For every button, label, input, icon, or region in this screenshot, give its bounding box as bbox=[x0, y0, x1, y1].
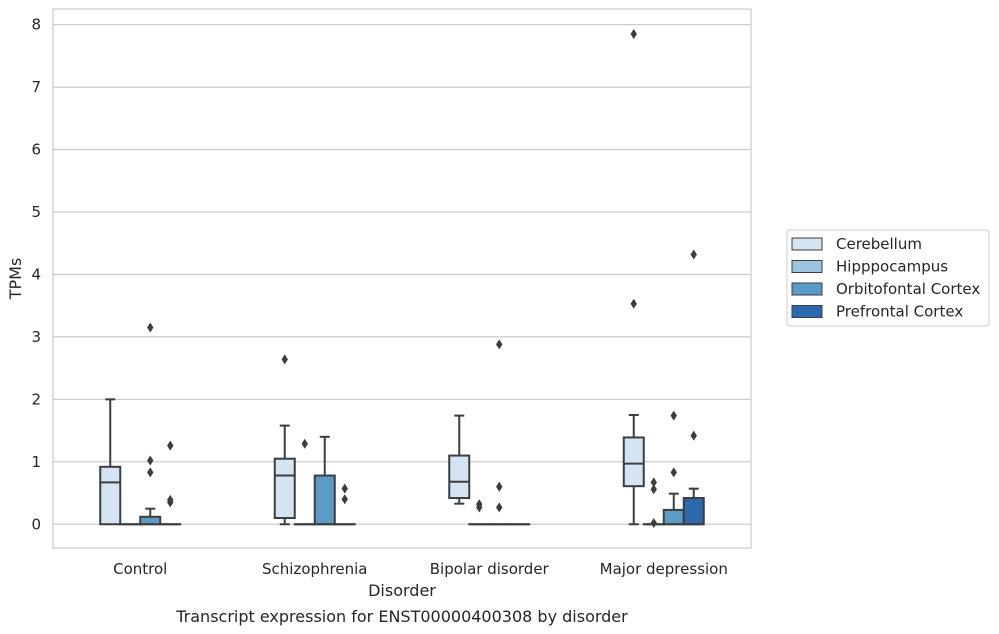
y-tick-label: 0 bbox=[31, 515, 41, 533]
outlier-point bbox=[496, 481, 503, 492]
legend-swatch bbox=[791, 260, 823, 273]
legend-swatch bbox=[791, 282, 823, 296]
y-tick-label: 7 bbox=[31, 78, 41, 96]
x-axis-title: Disorder bbox=[368, 581, 436, 600]
outlier-point bbox=[147, 455, 154, 466]
legend-label: Cerebellum bbox=[836, 235, 922, 253]
legend-item: Hipppocampus bbox=[791, 258, 948, 276]
box bbox=[159, 440, 182, 526]
box-iqr bbox=[662, 508, 685, 526]
outlier-point bbox=[690, 430, 697, 441]
x-tick-label: Schizophrenia bbox=[262, 560, 367, 578]
legend: Cerebellum Hipppocampus Orbitofontal Corte… bbox=[786, 229, 990, 327]
legend-swatch bbox=[791, 305, 823, 318]
outlier-point bbox=[167, 440, 174, 451]
outlier-point bbox=[341, 483, 348, 494]
box bbox=[99, 398, 122, 526]
box bbox=[682, 249, 705, 526]
outlier-point bbox=[496, 502, 503, 513]
box bbox=[313, 435, 336, 526]
y-axis-ticks: 0 1 2 3 4 5 6 7 8 bbox=[31, 16, 41, 534]
legend-frame bbox=[786, 229, 990, 327]
x-tick-label: Major depression bbox=[600, 560, 728, 578]
gridlines bbox=[53, 23, 751, 525]
box-iqr bbox=[682, 497, 705, 526]
outlier-point bbox=[650, 477, 657, 488]
y-tick-label: 5 bbox=[31, 203, 41, 221]
box bbox=[662, 410, 685, 526]
x-tick-label: Bipolar disorder bbox=[430, 560, 550, 578]
plot-frame bbox=[52, 8, 752, 549]
box bbox=[448, 414, 471, 505]
outlier-point bbox=[630, 28, 637, 39]
y-tick-label: 4 bbox=[31, 265, 41, 283]
outlier-point bbox=[341, 494, 348, 505]
outlier-point bbox=[670, 410, 677, 421]
outlier-point bbox=[147, 467, 154, 478]
box-iqr bbox=[313, 474, 336, 526]
box-iqr bbox=[622, 436, 645, 488]
outlier-point bbox=[690, 249, 697, 260]
outlier-point bbox=[670, 467, 677, 478]
box-iqr bbox=[273, 457, 296, 520]
y-axis-title: TPMs bbox=[6, 258, 25, 301]
box-iqr bbox=[448, 454, 471, 500]
box bbox=[333, 483, 356, 526]
series-cerebellum bbox=[99, 28, 645, 526]
y-tick-label: 6 bbox=[31, 141, 41, 159]
box bbox=[139, 322, 162, 526]
outlier-point bbox=[147, 322, 154, 333]
outlier-point bbox=[650, 484, 657, 495]
box-iqr bbox=[99, 465, 122, 526]
box bbox=[293, 438, 316, 526]
outlier-point bbox=[281, 354, 288, 365]
chart-caption: Transcript expression for ENST0000040030… bbox=[175, 607, 628, 626]
legend-label: Hipppocampus bbox=[836, 258, 948, 276]
outlier-point bbox=[301, 438, 308, 449]
outlier-point bbox=[650, 518, 657, 529]
box-series bbox=[99, 28, 705, 529]
box bbox=[488, 339, 511, 526]
legend-swatch bbox=[791, 237, 823, 251]
outlier-point bbox=[167, 494, 174, 505]
series-prefrontal-cortex bbox=[159, 249, 705, 526]
box bbox=[273, 354, 296, 526]
legend-item: Prefrontal Cortex bbox=[791, 303, 963, 321]
outlier-point bbox=[630, 298, 637, 309]
legend-label: Prefrontal Cortex bbox=[836, 303, 963, 321]
series-orbitofontal-cortex bbox=[139, 322, 685, 526]
box bbox=[468, 499, 491, 526]
y-tick-label: 8 bbox=[31, 16, 41, 34]
x-axis-ticks: Control Schizophrenia Bipolar disorder Majo… bbox=[113, 560, 728, 578]
outlier-point bbox=[496, 339, 503, 350]
box bbox=[642, 477, 665, 529]
y-tick-label: 2 bbox=[31, 390, 41, 408]
legend-item: Orbitofontal Cortex bbox=[791, 280, 980, 298]
x-tick-label: Control bbox=[113, 560, 167, 578]
y-tick-label: 3 bbox=[31, 328, 41, 346]
outlier-point bbox=[476, 499, 483, 510]
series-hipppocampus bbox=[119, 438, 665, 529]
legend-item: Cerebellum bbox=[791, 235, 922, 253]
y-tick-label: 1 bbox=[31, 453, 41, 471]
box-iqr bbox=[139, 515, 162, 526]
legend-label: Orbitofontal Cortex bbox=[836, 280, 980, 298]
box bbox=[622, 28, 645, 526]
